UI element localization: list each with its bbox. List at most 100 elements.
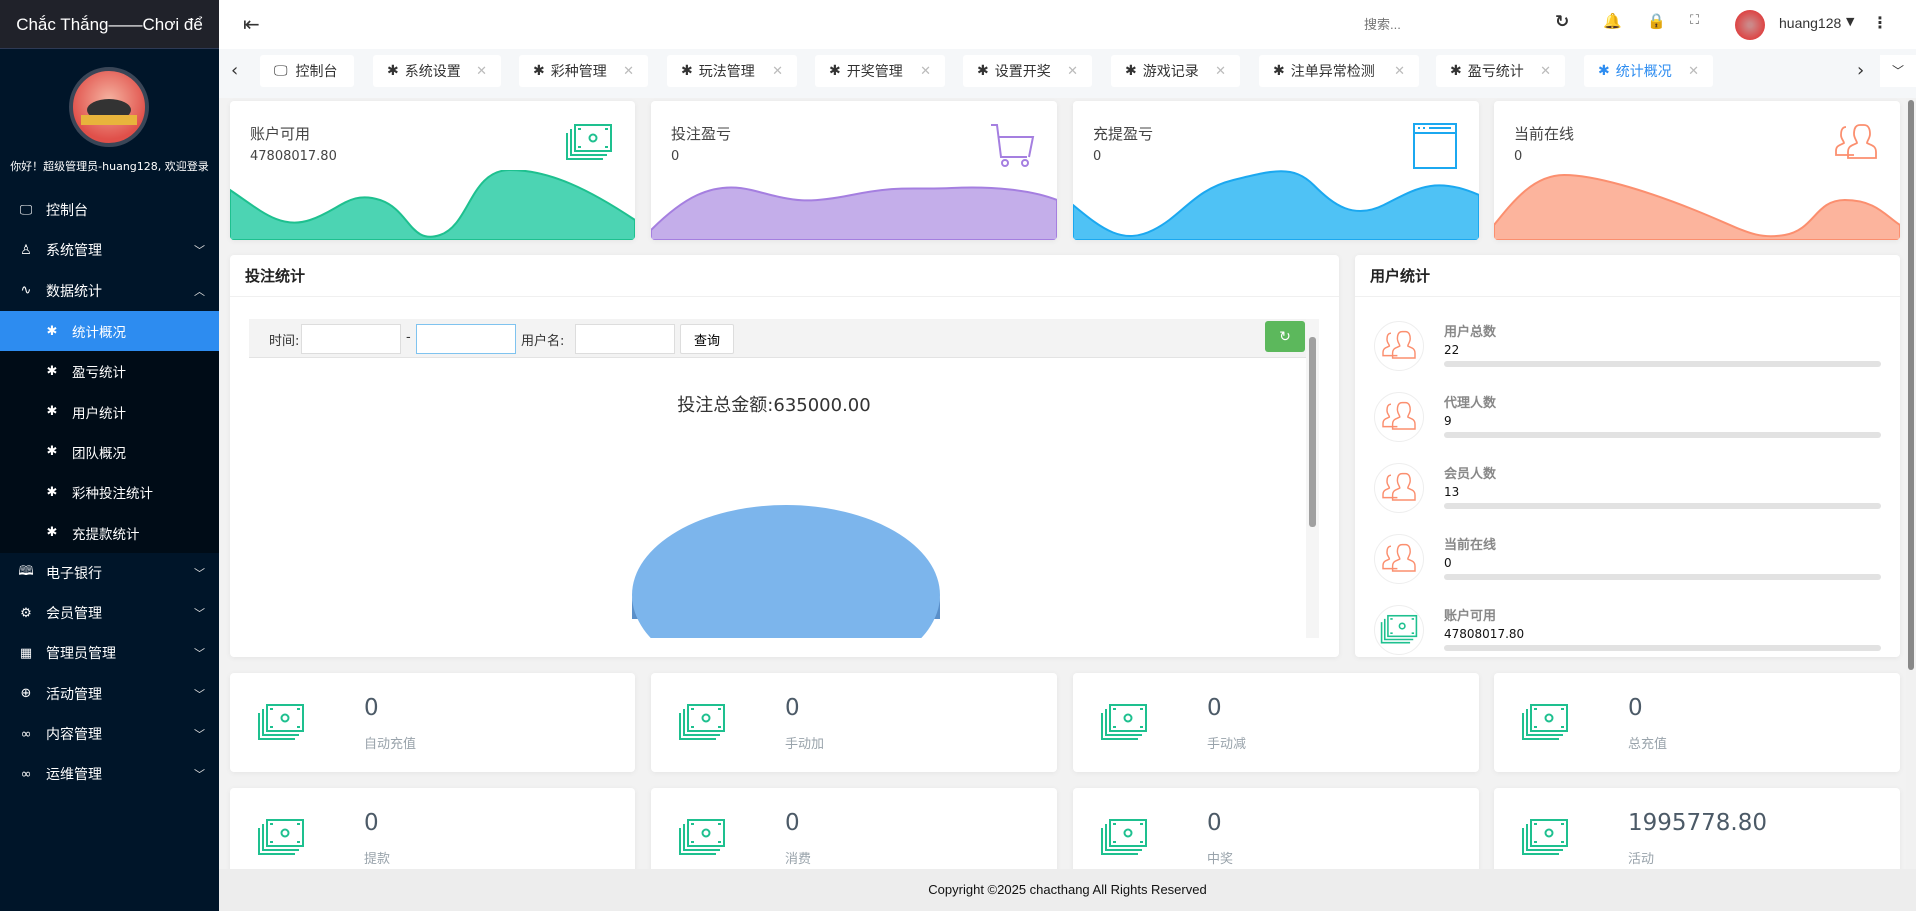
cart-icon [991,124,1035,167]
footer: Copyright ©2025 chacthang All Rights Res… [219,869,1916,911]
close-icon[interactable]: ✕ [1067,63,1078,79]
card-deposit-profit: 充提盈亏 0 [1073,101,1479,240]
stat-card-total-deposit: 0 总充值 [1494,673,1900,772]
start-time-input[interactable] [301,324,401,354]
username[interactable]: huang128 [1779,15,1842,31]
refresh-icon[interactable]: ↻ [1555,12,1570,32]
tab-gameplay[interactable]: ✱ 玩法管理 ✕ [667,55,797,87]
stat-label: 活动 [1628,852,1655,867]
stat-label: 账户可用 [1444,609,1497,624]
close-icon[interactable]: ✕ [1540,63,1551,79]
palm-icon: ✱ [977,63,989,79]
sidebar-subitem-overview[interactable]: ✱ 统计概况 [0,310,219,352]
close-icon[interactable]: ✕ [476,63,487,79]
more-vertical-icon[interactable]: ⋮ [1872,13,1888,32]
tabs-menu-chevron-icon[interactable]: ﹀ [1880,55,1916,87]
sidebar-item-members[interactable]: ⚙ 会员管理 ﹀ [0,593,219,633]
scrollbar-thumb[interactable] [1309,337,1316,527]
sidebar-item-dashboard[interactable]: 🖵 控制台 [0,190,219,230]
sidebar-item-system[interactable]: ♙ 系统管理 ﹀ [0,230,219,270]
sidebar-item-stats[interactable]: ∿ 数据统计 ︿ [0,271,219,311]
people-icon [1381,330,1417,362]
tab-set-draw[interactable]: ✱ 设置开奖 ✕ [963,55,1092,87]
sidebar-item-admins[interactable]: ▦ 管理员管理 ﹀ [0,633,219,673]
card-online-now: 当前在线 0 [1494,101,1900,240]
label: 充提款统计 [72,526,140,543]
label: 运维管理 [46,767,102,784]
tab-label: 系统设置 [404,64,461,80]
tab-draw-manage[interactable]: ✱ 开奖管理 ✕ [815,55,945,87]
bet-stats-frame: 时间: - 用户名: 查询 ↻ 投注总金额:635000.00 [249,319,1319,638]
sidebar-subitem-profit[interactable]: ✱ 盈亏统计 [0,351,219,391]
menu-collapse-icon[interactable]: ⇤ [243,12,260,36]
user-stat-row: 当前在线 0 [1374,534,1894,604]
stat-label: 消费 [785,852,812,867]
tab-profit-stats[interactable]: ✱ 盈亏统计 ✕ [1436,55,1565,87]
tab-dashboard[interactable]: 🖵 控制台 [260,55,354,87]
close-icon[interactable]: ✕ [920,63,931,79]
close-icon[interactable]: ✕ [1215,63,1226,79]
palm-icon: ✱ [681,63,693,79]
scrollbar[interactable] [1306,319,1319,638]
page-scrollbar[interactable] [1906,98,1916,869]
stat-label: 自动充值 [364,737,417,752]
tab-game-records[interactable]: ✱ 游戏记录 ✕ [1111,55,1240,87]
username-input[interactable] [575,324,675,354]
user-avatar[interactable] [1735,10,1765,40]
search-input[interactable] [1364,12,1484,36]
sidebar-item-activities[interactable]: ⊕ 活动管理 ﹀ [0,674,219,714]
card-title: 账户可用 [250,125,311,143]
page-scrollbar-thumb[interactable] [1908,100,1914,670]
card-title: 当前在线 [1514,125,1575,143]
refresh-button[interactable]: ↻ [1265,321,1305,352]
tab-lottery[interactable]: ✱ 彩种管理 ✕ [519,55,648,87]
stat-value: 0 [1207,695,1222,721]
label: 彩种投注统计 [72,486,153,503]
stat-label: 会员人数 [1444,467,1497,482]
palm-icon: ✱ [46,444,58,460]
close-icon[interactable]: ✕ [623,63,634,79]
caret-down-icon[interactable]: ▼ [1846,15,1855,28]
card-value: 0 [671,149,680,164]
label: 用户统计 [72,405,126,422]
tab-label: 玩法管理 [698,64,755,80]
palm-icon: ✱ [46,323,58,339]
palm-icon: ✱ [533,63,545,79]
lock-icon[interactable]: 🔒 [1647,12,1666,30]
tab-label: 开奖管理 [846,64,903,80]
bell-icon[interactable]: 🔔 [1603,12,1622,30]
people-icon [1834,123,1878,163]
sidebar-subitem-deposit-withdraw[interactable]: ✱ 充提款统计 [0,512,219,552]
stat-value: 0 [1444,556,1452,570]
end-time-input[interactable] [416,324,516,354]
sidebar-item-ebank[interactable]: 🕮 电子银行 ﹀ [0,553,219,593]
card-value: 0 [1514,149,1523,164]
tab-bet-anomaly[interactable]: ✱ 注单异常检测 ✕ [1259,55,1419,87]
tab-label: 游戏记录 [1142,64,1199,80]
sidebar-subitem-lottery-bets[interactable]: ✱ 彩种投注统计 [0,472,219,512]
tabs-next-icon[interactable]: › [1857,60,1865,81]
sidebar-item-ops[interactable]: ∞ 运维管理 ﹀ [0,754,219,794]
close-icon[interactable]: ✕ [772,63,783,79]
refresh-icon: ↻ [1279,328,1291,344]
label: 系统管理 [46,243,102,260]
close-icon[interactable]: ✕ [1688,63,1699,79]
tab-system-settings[interactable]: ✱ 系统设置 ✕ [373,55,501,87]
stat-label: 代理人数 [1444,396,1497,411]
tabs-prev-icon[interactable]: ‹ [231,60,239,81]
user-stat-row: 账户可用 47808017.80 [1374,605,1894,657]
sidebar-item-content[interactable]: ∞ 内容管理 ﹀ [0,714,219,754]
sidebar-subitem-users[interactable]: ✱ 用户统计 [0,391,219,431]
tab-stats-overview[interactable]: ✱ 统计概况 ✕ [1584,55,1713,87]
brand-title: Chắc Thắng——Chơi để [0,0,219,49]
money-icon [1100,818,1148,858]
palm-icon: ✱ [1273,63,1285,79]
close-icon[interactable]: ✕ [1394,63,1405,79]
stat-value: 0 [364,810,379,836]
query-button[interactable]: 查询 [680,324,734,354]
sidebar-subitem-team[interactable]: ✱ 团队概况 [0,432,219,472]
wave-chart [1073,170,1479,240]
greeting: 你好！超级管理员-huang128, 欢迎登录 [10,160,209,173]
bet-stats-panel: 投注统计 时间: - 用户名: 查询 ↻ 投注总金额:635000.00 [230,255,1339,657]
fullscreen-icon[interactable]: ⛶ [1690,13,1700,28]
